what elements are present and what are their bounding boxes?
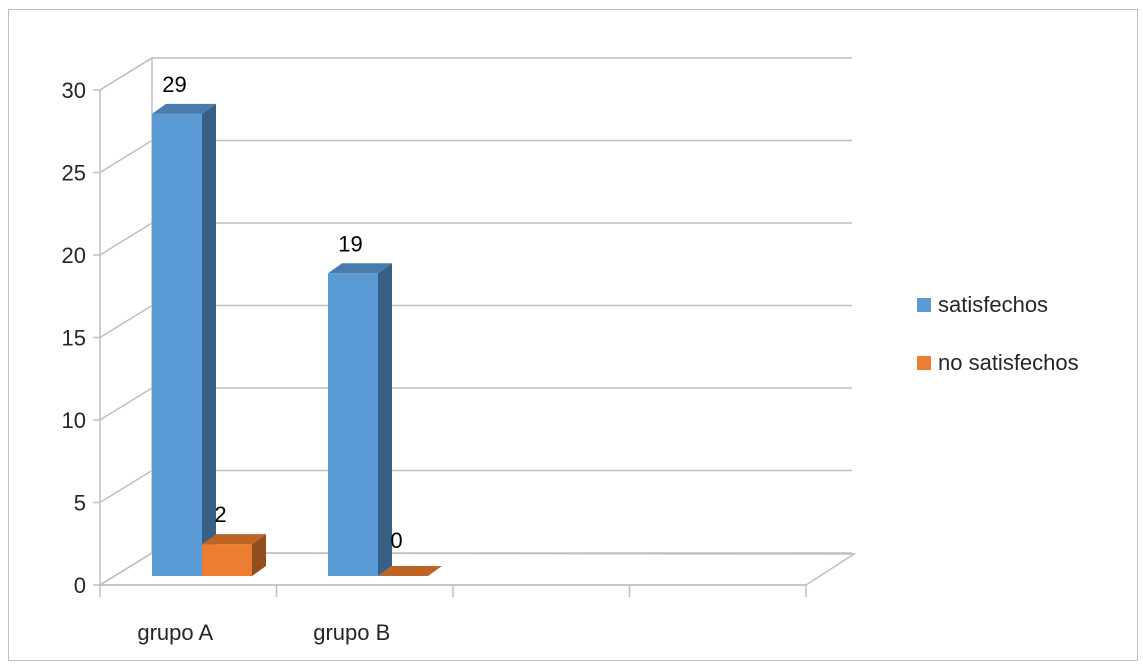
y-tick-label: 5	[74, 491, 86, 516]
legend-label: satisfechos	[938, 292, 1048, 317]
bar-front	[328, 273, 378, 576]
gridlines	[93, 57, 852, 586]
y-tick-label: 20	[62, 243, 86, 268]
bar-satisfechos-0	[152, 103, 216, 576]
gridline-side	[99, 139, 153, 174]
legend-swatch	[917, 356, 931, 370]
x-axis: grupo A grupo B	[99, 584, 807, 645]
y-tick-label: 10	[62, 408, 86, 433]
bar-top	[202, 534, 266, 545]
gridline-side	[99, 552, 153, 586]
gridline-side	[99, 387, 153, 421]
x-tick-label: grupo B	[313, 620, 390, 645]
y-tick-label: 25	[62, 161, 86, 186]
bar-side	[378, 263, 392, 576]
bar-satisfechos-1	[328, 263, 392, 576]
data-label: 19	[338, 231, 362, 256]
legend: satisfechos no satisfechos	[917, 292, 1079, 375]
x-tick-label: grupo A	[137, 620, 213, 645]
data-labels: 29 19 2 0	[162, 72, 402, 553]
bar-front	[202, 544, 252, 576]
bar-side	[202, 103, 216, 576]
legend-swatch	[917, 298, 931, 312]
gridline-side	[99, 222, 153, 256]
y-tick-label: 0	[74, 573, 86, 598]
gridline-side	[99, 57, 153, 91]
bar-top	[152, 103, 216, 114]
gridline-side	[99, 304, 153, 339]
bar-side	[252, 534, 266, 576]
gridline-side	[99, 469, 153, 504]
y-tick-label: 15	[62, 326, 86, 351]
bars	[152, 103, 442, 576]
bar-top	[378, 566, 442, 576]
legend-label: no satisfechos	[938, 350, 1079, 375]
data-label: 29	[162, 72, 186, 97]
data-label: 0	[390, 528, 402, 553]
bar-no-satisfechos-1	[378, 566, 442, 576]
bar-top	[328, 263, 392, 274]
y-tick-label: 30	[62, 78, 86, 103]
data-label: 2	[214, 502, 226, 527]
y-axis-ticks: 0 5 10 15 20 25 30	[62, 78, 86, 598]
bar-no-satisfechos-0	[202, 534, 266, 576]
bar-front	[152, 113, 202, 576]
